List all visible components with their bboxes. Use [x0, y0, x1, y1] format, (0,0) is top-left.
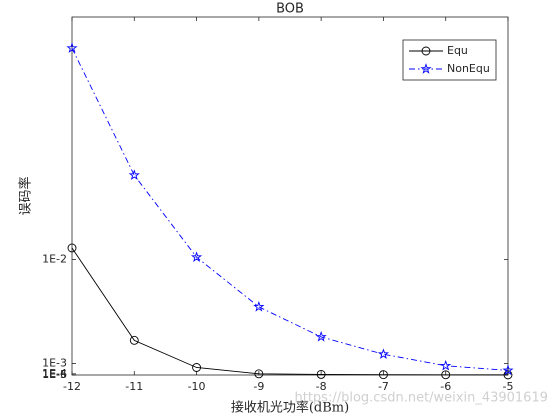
x-axis-label: 接收机光功率(dBm) [231, 400, 349, 416]
y-axis-label: 误码率 [18, 176, 34, 215]
point [253, 300, 265, 312]
line [71, 247, 509, 376]
legend-label: NonEqu [447, 62, 490, 75]
x-tick-label: -10 [188, 380, 206, 393]
point [503, 370, 513, 380]
legend-marker [420, 63, 432, 74]
line [71, 47, 509, 371]
point [316, 369, 326, 379]
point [377, 348, 390, 359]
x-tick-label: -6 [440, 380, 451, 393]
y-tick-label: 1E-4 [42, 367, 67, 380]
chart-title: BOB [276, 2, 304, 17]
x-tick-label: -7 [378, 380, 389, 393]
point [66, 42, 78, 53]
point [441, 370, 451, 380]
point [378, 370, 388, 380]
legend-marker [421, 46, 431, 56]
y-tick-label: 1E-5 [42, 368, 67, 381]
point [254, 369, 264, 379]
point [315, 331, 327, 342]
point [129, 335, 139, 345]
x-tick-label: -11 [125, 380, 143, 393]
y-tick-label: 1E-6 [42, 368, 67, 381]
point [192, 363, 202, 372]
x-tick-label: -9 [253, 380, 264, 393]
legend-box [402, 39, 497, 81]
point [67, 243, 77, 253]
legend-label: Equ [447, 44, 468, 57]
watermark: https://blog.csdn.net/weixin_43901619 [294, 391, 548, 406]
point [190, 251, 203, 262]
x-tick-label: -12 [63, 380, 81, 393]
point [128, 169, 140, 180]
y-tick-label: 1E-2 [42, 253, 67, 266]
x-tick-label: -5 [503, 380, 514, 393]
x-tick-label: -8 [316, 380, 327, 393]
y-tick-label: 1E-3 [42, 356, 67, 369]
point [440, 359, 452, 371]
point [502, 364, 514, 376]
